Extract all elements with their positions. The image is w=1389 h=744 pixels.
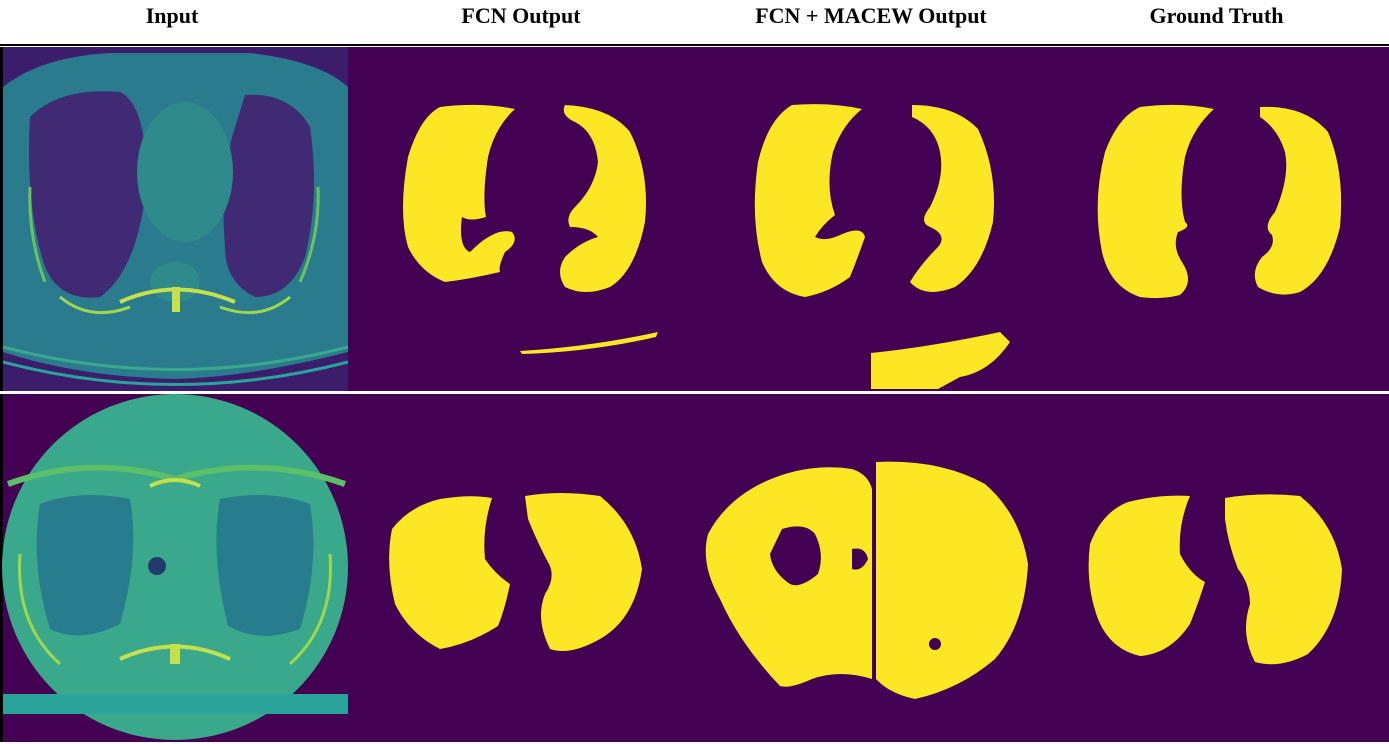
image-row-1-canvas (2, 47, 1389, 391)
row-2-fcn-mask (389, 493, 642, 652)
row-1-fcn-mask (403, 104, 658, 354)
header-fcn-macew-output: FCN + MACEW Output (755, 3, 987, 28)
header-ground-truth: Ground Truth (1149, 3, 1284, 28)
column-headers: Input FCN Output FCN + MACEW Output Grou… (0, 0, 1389, 44)
image-row-2 (0, 394, 1389, 742)
row-2-ground-truth-mask (1088, 494, 1342, 665)
image-row-2-canvas (2, 394, 1389, 742)
header-divider (0, 44, 1389, 46)
row-1-ground-truth-mask (1097, 104, 1342, 299)
row-2-input-scan (2, 394, 348, 740)
header-fcn-output: FCN Output (461, 3, 581, 28)
row-2-macew-mask (705, 461, 1028, 699)
header-input: Input (145, 3, 199, 28)
row-1-macew-mask (754, 104, 1010, 389)
image-row-1 (0, 47, 1389, 391)
row-1-input-scan (2, 47, 349, 391)
